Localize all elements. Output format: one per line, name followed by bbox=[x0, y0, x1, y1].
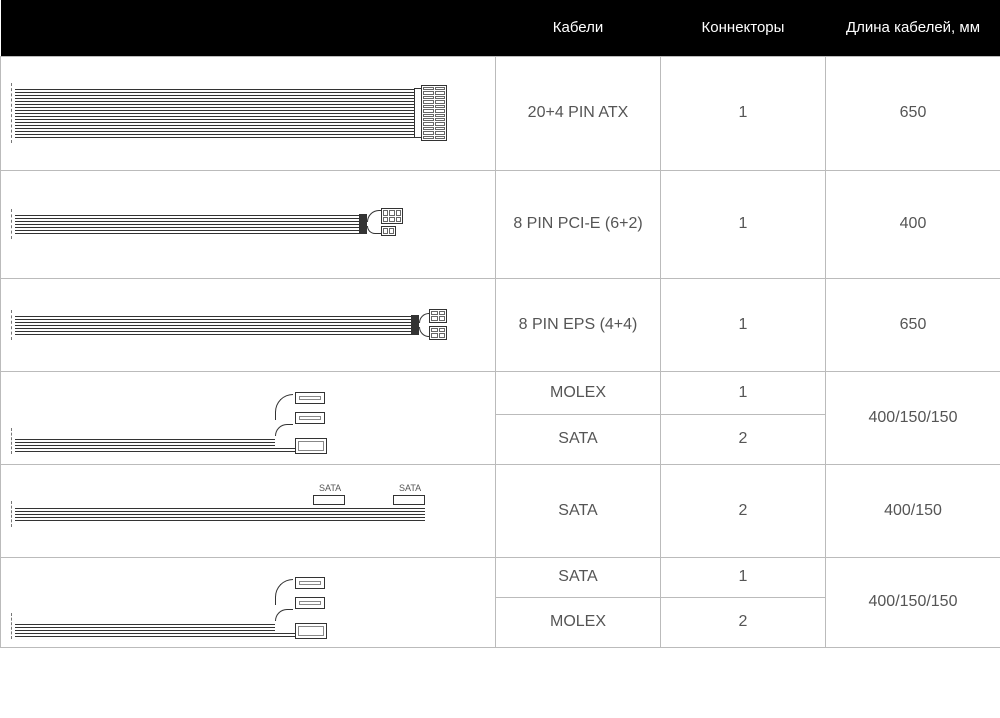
cable-connectors: 2 bbox=[661, 464, 826, 557]
header-length-col: Длина кабелей, мм bbox=[826, 0, 1000, 56]
cable-length: 650 bbox=[826, 278, 1000, 371]
cable-name: MOLEX bbox=[496, 371, 661, 414]
cable-connectors: 1 bbox=[661, 371, 826, 414]
cable-connectors: 1 bbox=[661, 278, 826, 371]
cable-connectors: 1 bbox=[661, 56, 826, 170]
cable-length: 650 bbox=[826, 56, 1000, 170]
cable-name: SATA bbox=[496, 464, 661, 557]
cable-diagram-atx bbox=[1, 56, 496, 170]
cable-connectors: 2 bbox=[661, 597, 826, 647]
row-atx: 20+4 PIN ATX 1 650 bbox=[1, 56, 1000, 170]
cable-connectors: 2 bbox=[661, 414, 826, 464]
header-image-col bbox=[1, 0, 496, 56]
row-molex-sata-top: MOLEX 1 400/150/150 bbox=[1, 371, 1000, 414]
cable-name: SATA bbox=[496, 557, 661, 597]
cable-name: SATA bbox=[496, 414, 661, 464]
cable-diagram-sata-dual: SATA SATA bbox=[1, 464, 496, 557]
header-connectors-col: Коннекторы bbox=[661, 0, 826, 56]
sata-label-icon: SATA bbox=[399, 483, 421, 493]
row-eps: 8 PIN EPS (4+4) 1 650 bbox=[1, 278, 1000, 371]
cable-diagram-molex-sata bbox=[1, 371, 496, 464]
table-header: Кабели Коннекторы Длина кабелей, мм bbox=[1, 0, 1000, 56]
cable-spec-table: Кабели Коннекторы Длина кабелей, мм bbox=[0, 0, 1000, 648]
cable-name: 20+4 PIN ATX bbox=[496, 56, 661, 170]
row-pcie: 8 PIN PCI-E (6+2) 1 400 bbox=[1, 170, 1000, 278]
cable-length: 400 bbox=[826, 170, 1000, 278]
row-sata-dual: SATA SATA SATA 2 400/150 bbox=[1, 464, 1000, 557]
cable-diagram-sata-molex bbox=[1, 557, 496, 647]
cable-length: 400/150/150 bbox=[826, 557, 1000, 647]
cable-length: 400/150/150 bbox=[826, 371, 1000, 464]
sata-label-icon: SATA bbox=[319, 483, 341, 493]
cable-diagram-pcie bbox=[1, 170, 496, 278]
cable-name: MOLEX bbox=[496, 597, 661, 647]
cable-name: 8 PIN PCI-E (6+2) bbox=[496, 170, 661, 278]
cable-connectors: 1 bbox=[661, 170, 826, 278]
cable-name: 8 PIN EPS (4+4) bbox=[496, 278, 661, 371]
row-sata-molex-top: SATA 1 400/150/150 bbox=[1, 557, 1000, 597]
cable-connectors: 1 bbox=[661, 557, 826, 597]
header-name-col: Кабели bbox=[496, 0, 661, 56]
cable-diagram-eps bbox=[1, 278, 496, 371]
cable-length: 400/150 bbox=[826, 464, 1000, 557]
